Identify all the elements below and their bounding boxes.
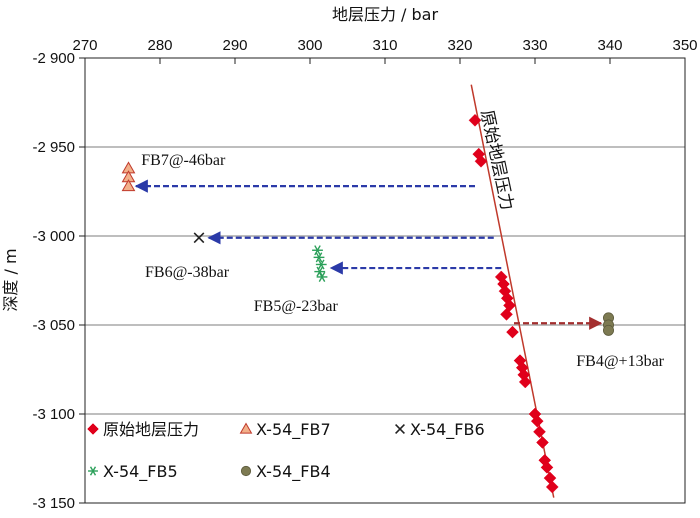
data-point (193, 232, 205, 244)
y-tick-label: -3 050 (32, 317, 75, 334)
legend-marker (88, 466, 98, 476)
y-tick-label: -2 950 (32, 139, 75, 156)
x-axis-ticks: 270 280 290 300 310 320 330 340 350 (72, 37, 698, 64)
annotation-label: FB4@+13bar (576, 353, 664, 370)
data-point (506, 325, 519, 339)
y-tick-label: -3 000 (32, 228, 75, 245)
annotation-label: FB7@-46bar (141, 152, 226, 169)
grid-lines (85, 146, 685, 415)
x-tick-label: 340 (597, 37, 622, 54)
legend-marker (87, 423, 99, 435)
data-point (540, 461, 554, 474)
legend-marker (239, 422, 253, 434)
data-point (530, 414, 544, 428)
data-point (121, 179, 136, 192)
arrows-layer (134, 179, 603, 330)
y-tick-label: -2 900 (32, 50, 75, 67)
data-point (316, 271, 328, 282)
legend: 原始地层压力 X-54_FB7 X-54_FB6 X-54_FB5 X-54_FB4 (87, 420, 485, 482)
x-axis-title: 地层压力 / bar (332, 5, 439, 24)
data-point (314, 266, 326, 277)
data-point (313, 252, 325, 263)
annotation-label: FB6@-38bar (145, 264, 230, 281)
annotation-label: FB5@-23bar (254, 298, 339, 315)
annotations-layer: FB7@-46bar FB6@-38bar FB5@-23bar FB4@+13bar (141, 152, 664, 370)
data-point (468, 113, 482, 127)
data-point (603, 324, 615, 336)
legend-marker (240, 465, 252, 477)
data-point (536, 436, 549, 449)
data-point (500, 307, 513, 321)
data-point (545, 480, 559, 494)
legend-label: X-54_FB6 (410, 420, 485, 440)
legend-marker (395, 424, 405, 434)
data-point (315, 259, 327, 270)
y-tick-label: -3 150 (32, 495, 75, 512)
x-tick-label: 350 (672, 37, 697, 54)
x-tick-label: 280 (147, 37, 172, 54)
x-tick-label: 300 (297, 37, 322, 54)
data-point (312, 245, 323, 256)
data-point (474, 154, 488, 168)
legend-label: 原始地层压力 (103, 420, 199, 439)
data-point (518, 375, 532, 389)
y-tick-label: -3 100 (32, 406, 75, 423)
x-tick-label: 310 (372, 37, 397, 54)
x-tick-label: 270 (72, 37, 97, 54)
legend-label: X-54_FB7 (256, 420, 331, 440)
data-point (533, 425, 546, 439)
legend-label: X-54_FB5 (103, 462, 178, 482)
y-axis-ticks: -2 900 -2 950 -3 000 -3 050 -3 100 -3 150 (32, 50, 85, 512)
data-point (543, 471, 557, 485)
x-tick-label: 290 (222, 37, 247, 54)
data-points-layer (121, 113, 615, 494)
x-tick-label: 320 (447, 37, 472, 54)
y-axis-title: 深度 / m (1, 248, 20, 311)
legend-label: X-54_FB4 (256, 462, 331, 482)
x-tick-label: 330 (522, 37, 547, 54)
